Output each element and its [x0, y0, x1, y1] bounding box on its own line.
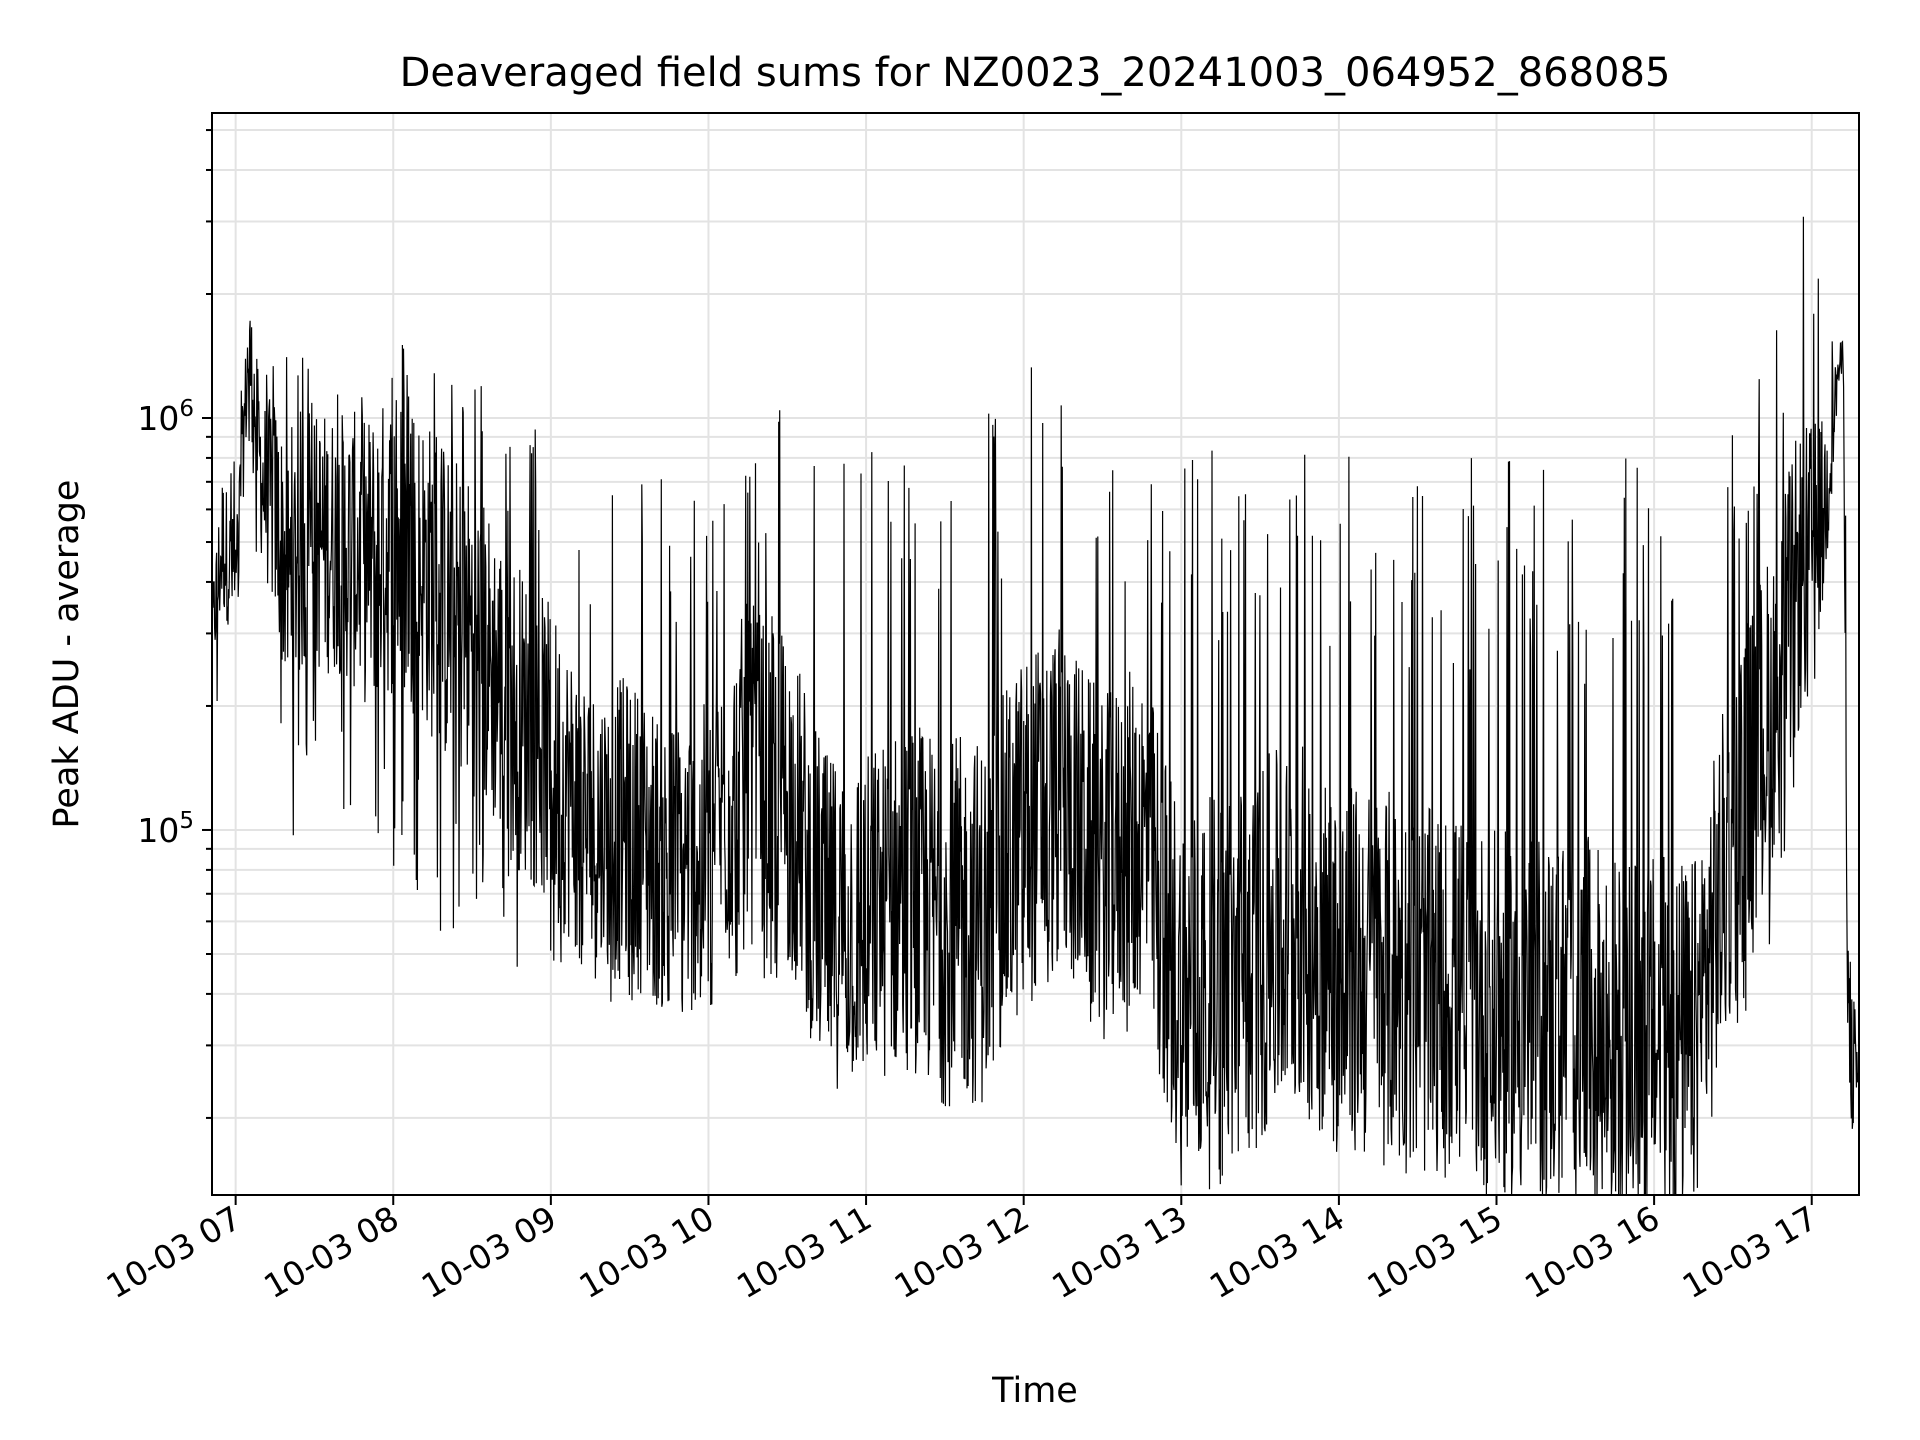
chart-title: Deaveraged field sums for NZ0023_2024100… [400, 50, 1671, 96]
y-tick-label: 106 [137, 396, 194, 438]
series-layer [211, 216, 1860, 1196]
y-tick-label: 105 [137, 808, 194, 850]
x-axis-label: Time [991, 1371, 1078, 1411]
y-axis: 106 105 [137, 129, 212, 1119]
plot-frame [211, 112, 1860, 1196]
y-axis-label: Peak ADU - average [47, 480, 87, 829]
series-line [211, 216, 1860, 1196]
